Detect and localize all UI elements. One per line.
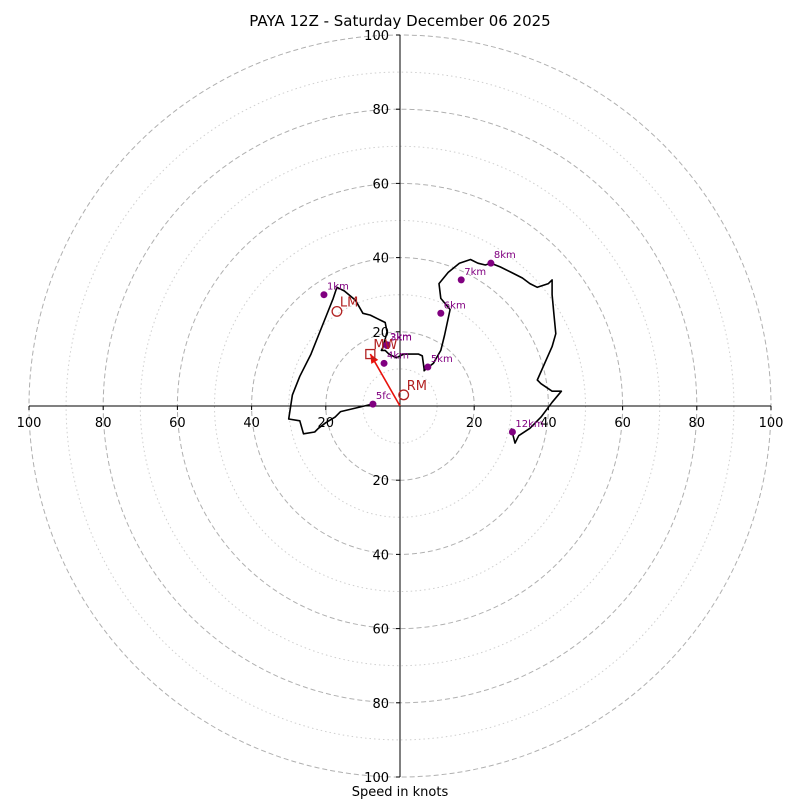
height-marker-5km (424, 363, 432, 371)
y-bottom-tick-label-4: 100 (364, 771, 389, 786)
height-marker-7km (457, 276, 465, 284)
y-bottom-tick-label-3: 80 (372, 697, 389, 712)
x-axis-label: Speed in knots (352, 785, 449, 800)
x-tick-label-5: 20 (466, 416, 483, 431)
x-tick-label-3: 40 (243, 416, 260, 431)
height-marker-1km (320, 291, 328, 299)
x-tick-label-1: 80 (95, 416, 112, 431)
y-bottom-tick-label-1: 40 (372, 548, 389, 563)
height-label-6km: 6km (444, 300, 466, 311)
height-label-1km: 1km (327, 282, 349, 293)
y-bottom-tick-label-0: 20 (372, 474, 389, 489)
x-tick-label-0: 100 (17, 416, 42, 431)
y-top-tick-label-3: 40 (372, 252, 389, 267)
hodograph-trace (287, 258, 563, 444)
height-marker-5fc (369, 400, 377, 408)
height-marker-8km (487, 259, 495, 267)
x-tick-label-9: 100 (759, 416, 784, 431)
y-top-tick-label-1: 80 (372, 103, 389, 118)
y-top-tick-label-2: 60 (372, 177, 389, 192)
x-tick-label-8: 80 (689, 416, 706, 431)
height-marker-4km (380, 359, 388, 367)
shear-vector-line (369, 353, 401, 407)
height-marker-6km (437, 309, 445, 317)
storm-marker-rm (398, 389, 410, 401)
height-marker-3km (383, 342, 391, 350)
storm-motion-markers: LM MW RM (331, 295, 427, 401)
height-label-2km: 2km (390, 332, 412, 343)
storm-marker-mw (365, 348, 376, 360)
height-label-4km: 4km (387, 350, 409, 361)
height-marker-12km (508, 428, 516, 436)
storm-label-lm: LM (340, 295, 358, 310)
height-label-5fc: 5fc (376, 391, 391, 402)
height-label-3km: 3km (390, 333, 412, 344)
y-top-tick-label-0: 100 (364, 29, 389, 44)
height-label-5km: 5km (431, 354, 453, 365)
storm-marker-lm (331, 305, 343, 317)
x-tick-label-7: 60 (614, 416, 631, 431)
y-bottom-tick-label-2: 60 (372, 623, 389, 638)
storm-label-rm: RM (407, 379, 427, 394)
height-label-7km: 7km (464, 267, 486, 278)
chart-title: PAYA 12Z - Saturday December 06 2025 (249, 12, 550, 30)
x-tick-label-2: 60 (169, 416, 186, 431)
tick-labels: 100 80 60 40 20 20 40 60 80 100100806040202040608… (17, 29, 784, 786)
storm-label-mw: MW (373, 338, 397, 353)
x-tick-label-6: 40 (540, 416, 557, 431)
height-label-8km: 8km (494, 250, 516, 261)
height-label-12km: 12km (515, 419, 543, 430)
